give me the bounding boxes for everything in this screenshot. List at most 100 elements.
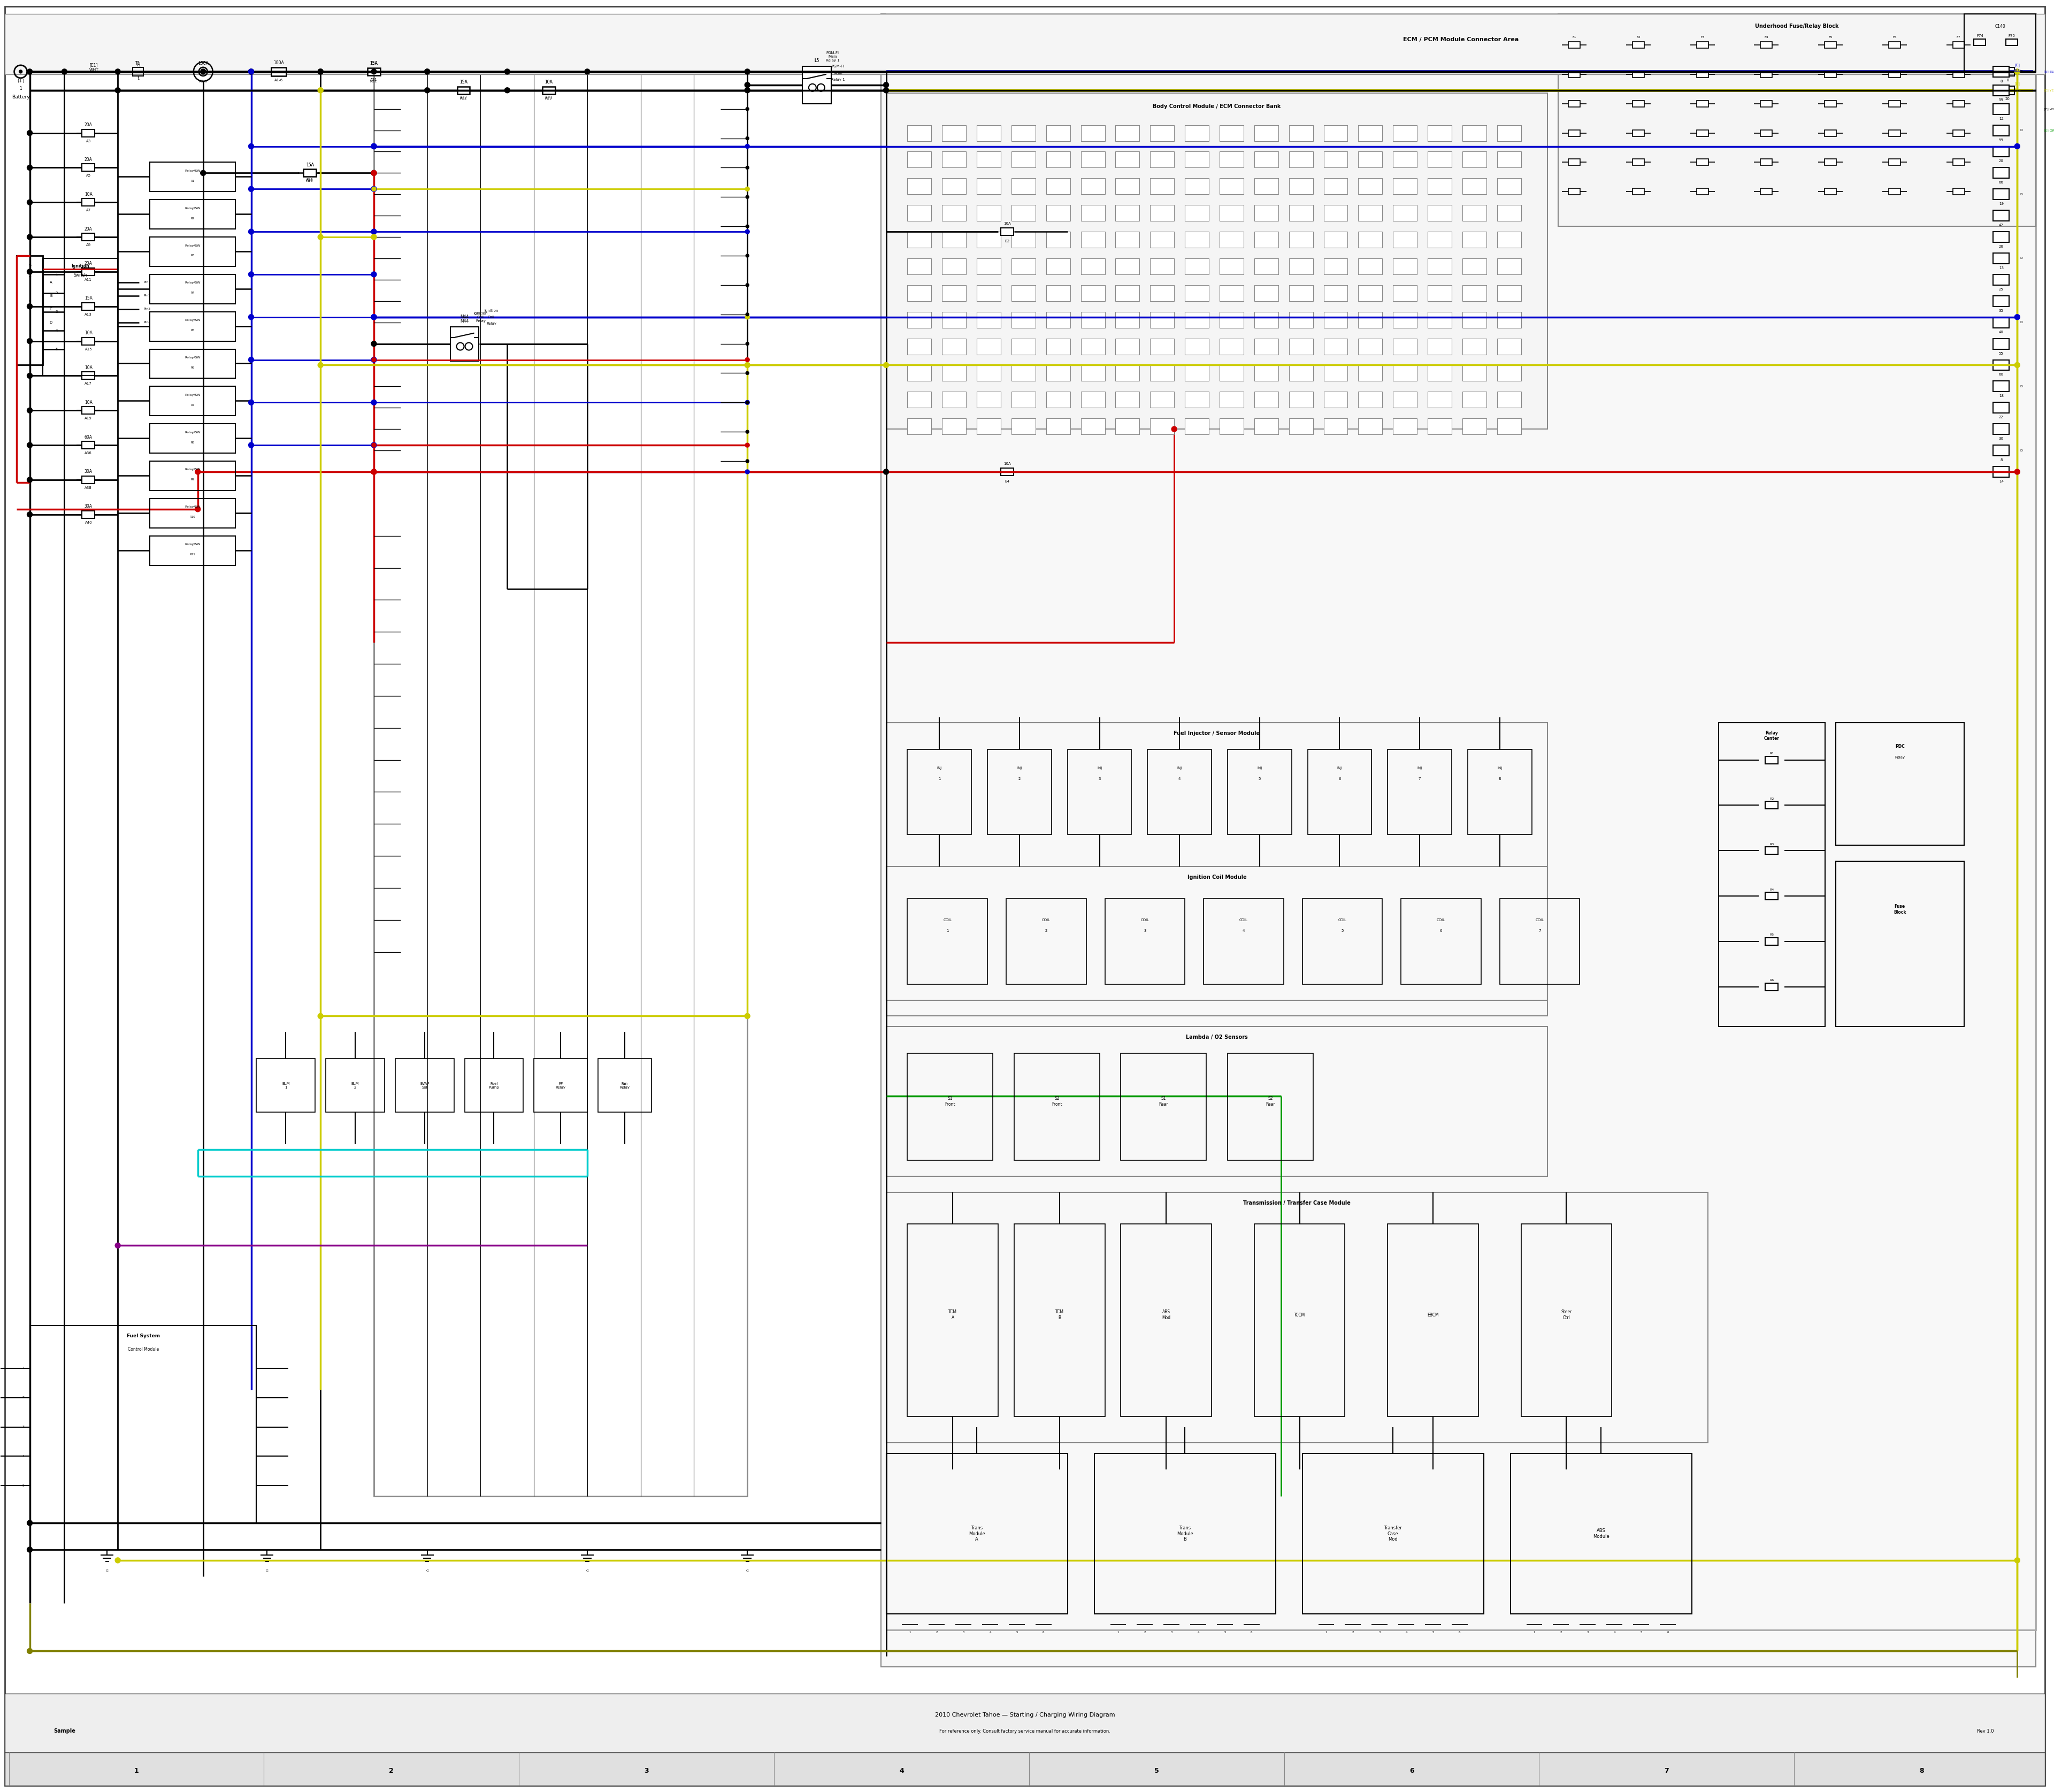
Bar	[1290, 231, 1313, 247]
Circle shape	[62, 68, 68, 73]
Circle shape	[195, 507, 201, 513]
Circle shape	[318, 68, 322, 73]
Bar	[908, 125, 930, 142]
Text: 42: 42	[1999, 224, 2003, 228]
Text: A36: A36	[84, 452, 92, 455]
Text: INJ: INJ	[1177, 767, 1181, 769]
Circle shape	[249, 400, 255, 405]
Bar	[82, 337, 94, 344]
Text: COIL: COIL	[1239, 919, 1249, 921]
Bar	[1497, 231, 1522, 247]
Bar	[150, 274, 234, 303]
Text: R6: R6	[1771, 978, 1775, 982]
Bar	[1323, 125, 1347, 142]
Text: A38: A38	[84, 486, 92, 489]
Text: 20: 20	[2005, 97, 2011, 100]
Text: 40: 40	[1999, 330, 2003, 333]
Text: A: A	[49, 281, 51, 283]
Circle shape	[372, 272, 376, 278]
Bar	[1764, 848, 1779, 855]
Bar	[1150, 125, 1175, 142]
Bar	[1080, 339, 1105, 355]
Text: 6: 6	[1409, 1767, 1413, 1774]
Text: 22: 22	[1999, 416, 2003, 419]
Bar	[374, 72, 748, 1496]
Text: F74: F74	[1976, 34, 1984, 38]
Bar	[1115, 179, 1140, 194]
Bar	[1992, 147, 2009, 158]
Text: COIL: COIL	[943, 919, 951, 921]
Text: BLU: BLU	[2013, 68, 2021, 72]
Bar	[1428, 152, 1452, 168]
Circle shape	[372, 235, 376, 240]
Text: Trans
Module
A: Trans Module A	[969, 1525, 986, 1541]
Bar	[1220, 179, 1243, 194]
Bar	[1992, 466, 2009, 477]
Bar	[1633, 100, 1645, 108]
Text: BLM
1: BLM 1	[281, 1082, 290, 1090]
Text: F6: F6	[1892, 36, 1896, 38]
Text: R11: R11	[189, 554, 195, 556]
Bar	[1255, 419, 1278, 434]
Bar	[1080, 231, 1105, 247]
Bar	[1992, 382, 2009, 392]
Circle shape	[505, 68, 509, 73]
Bar	[908, 392, 930, 409]
Bar	[1428, 258, 1452, 274]
Bar	[16, 256, 43, 366]
Bar	[1323, 231, 1347, 247]
Bar	[1401, 898, 1481, 984]
Bar	[1953, 41, 1964, 48]
Bar	[908, 312, 930, 328]
Text: INJ: INJ	[937, 767, 943, 769]
Bar	[1011, 179, 1035, 194]
Bar	[150, 498, 234, 529]
Bar	[1428, 179, 1452, 194]
Circle shape	[746, 254, 750, 258]
Text: C140: C140	[1994, 23, 2005, 29]
Bar	[1633, 129, 1645, 136]
Bar	[82, 511, 94, 518]
Bar	[1080, 285, 1105, 301]
Bar	[1323, 312, 1347, 328]
Text: 8: 8	[1918, 1767, 1925, 1774]
Text: R2: R2	[1771, 797, 1775, 801]
Text: Relay/SW: Relay/SW	[185, 505, 201, 509]
Text: 1: 1	[947, 928, 949, 932]
Circle shape	[372, 229, 376, 235]
Circle shape	[372, 143, 376, 149]
Text: 20A: 20A	[84, 122, 92, 127]
Circle shape	[372, 186, 376, 192]
Text: A21: A21	[370, 79, 378, 82]
Bar	[82, 163, 94, 172]
Bar	[1569, 41, 1580, 48]
Text: [E] YEL: [E] YEL	[2044, 90, 2054, 91]
Text: A21: A21	[370, 79, 378, 81]
Circle shape	[372, 470, 376, 475]
Circle shape	[746, 459, 750, 462]
Bar	[257, 1059, 314, 1113]
Text: Steer
Ctrl: Steer Ctrl	[1561, 1310, 1571, 1321]
Bar	[1011, 366, 1035, 382]
Circle shape	[372, 443, 376, 448]
Bar	[1080, 258, 1105, 274]
Text: 20: 20	[1999, 159, 2003, 163]
Bar	[1358, 366, 1382, 382]
Text: G: G	[265, 1570, 269, 1572]
Text: COIL: COIL	[1140, 919, 1148, 921]
Bar	[2001, 86, 2015, 95]
Text: A1-6: A1-6	[275, 79, 283, 82]
Circle shape	[746, 143, 750, 149]
Bar	[1290, 152, 1313, 168]
Text: Relay/SW: Relay/SW	[185, 170, 201, 172]
Bar	[1992, 296, 2009, 306]
Bar	[1045, 152, 1070, 168]
Bar	[1992, 84, 2009, 95]
Bar	[978, 339, 1000, 355]
Bar	[1290, 204, 1313, 220]
Bar	[1697, 188, 1709, 195]
Bar	[1290, 179, 1313, 194]
Bar	[1115, 204, 1140, 220]
Circle shape	[372, 170, 376, 176]
Text: 2: 2	[1019, 778, 1021, 780]
